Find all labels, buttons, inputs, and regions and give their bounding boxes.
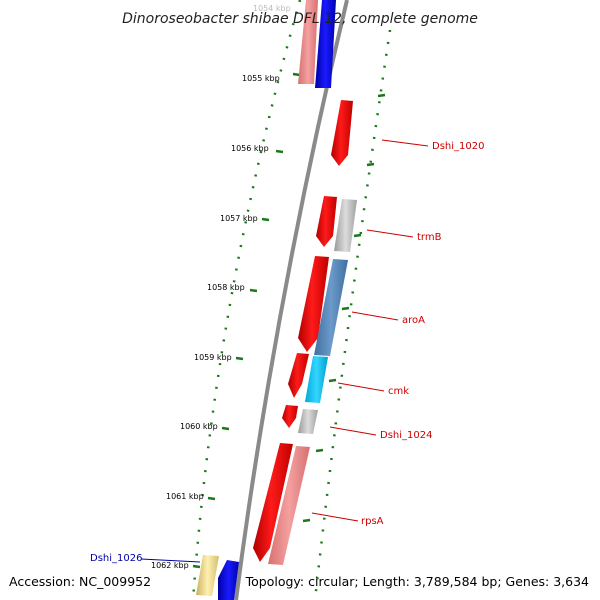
gene-arrow-dshi1026 (196, 555, 219, 596)
gene-label[interactable]: Dshi_1020 (432, 141, 484, 152)
gene-arrow-cmk-cyan (305, 356, 328, 403)
kbp-label: 1061 kbp (166, 492, 204, 501)
genome-title: Dinoroseobacter shibae DFL 12, complete … (122, 11, 478, 27)
gene-arrow-grey-trmb (334, 199, 357, 252)
kbp-label: 1054 kbp (253, 4, 291, 13)
gene-label[interactable]: rpsA (361, 516, 384, 527)
gene-arrow-dshi1020 (331, 100, 353, 166)
kbp-label: 1055 kbp (242, 74, 280, 83)
accession-label: Accession: NC_009952 (9, 574, 151, 589)
kbp-label: 1056 kbp (231, 144, 269, 153)
gene-arrow-dshi1024-grey (298, 409, 318, 434)
gene-arrow-trmb (316, 196, 337, 247)
gene-leader-lines (140, 139, 429, 563)
gene-arrow-pink-top (298, 0, 318, 84)
gene-label[interactable]: trmB (417, 232, 442, 243)
gene-arrow-dshi1024 (282, 405, 298, 428)
gene-arrow-blue-top (315, 0, 336, 88)
kbp-label: 1059 kbp (194, 353, 232, 362)
gene-label[interactable]: cmk (388, 386, 409, 397)
gene-arrow-aroa (298, 256, 329, 352)
kbp-label: 1058 kbp (207, 283, 245, 292)
gene-arrows (196, 0, 357, 600)
gene-label[interactable]: aroA (402, 315, 425, 326)
gene-label[interactable]: Dshi_1026 (90, 553, 142, 564)
gene-arrow-blue-bottom (218, 560, 239, 600)
gene-label[interactable]: Dshi_1024 (380, 430, 432, 441)
left-tick-marks (192, 72, 301, 569)
kbp-label: 1062 kbp (151, 561, 189, 570)
gene-arrow-rpsa (253, 443, 293, 562)
right-tick-marks (302, 93, 386, 523)
gene-arrow-cmk (288, 353, 309, 398)
kbp-label: 1060 kbp (180, 422, 218, 431)
topology-label: Topology: circular; Length: 3,789,584 bp… (245, 574, 589, 589)
gene-arrow-rpsa-pink (268, 446, 310, 565)
kbp-label: 1057 kbp (220, 214, 258, 223)
gene-arrow-aroa-steel (314, 259, 348, 356)
